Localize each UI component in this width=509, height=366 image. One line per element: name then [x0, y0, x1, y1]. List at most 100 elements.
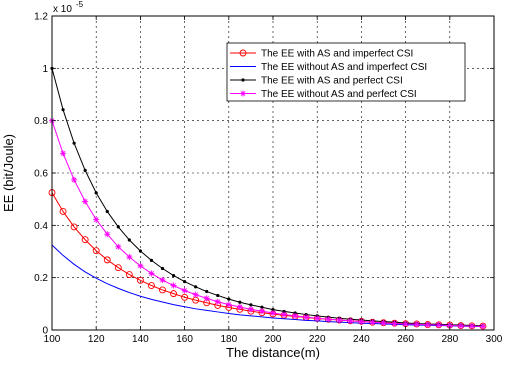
- series-4-point: [468, 323, 475, 330]
- legend-swatch-marker-stroke: [240, 91, 246, 96]
- series-4-point: [126, 253, 133, 260]
- series-4-point: [314, 315, 321, 322]
- series-4-point: [93, 216, 100, 223]
- series-1-point: [147, 282, 155, 289]
- y-tick-label: 0.8: [34, 116, 48, 127]
- series-4-point-stroke: [403, 321, 409, 327]
- series-4-point: [281, 311, 288, 318]
- series-4-point: [402, 320, 409, 327]
- series-1-point: [125, 271, 133, 278]
- series-1-point: [114, 264, 122, 272]
- x-tick-label: 100: [44, 334, 61, 345]
- y-tick-label: 0.4: [34, 221, 48, 232]
- x-tick-label: 280: [441, 334, 458, 345]
- series-4-point: [369, 319, 376, 326]
- legend-box: [226, 42, 466, 102]
- series-4-point-stroke: [281, 312, 287, 317]
- series-4-point-stroke: [458, 323, 464, 329]
- series-3-point: [105, 209, 109, 214]
- series-3-point: [160, 266, 165, 271]
- series-4-point: [170, 282, 177, 289]
- series-3-point: [194, 285, 198, 289]
- series-3-point: [138, 249, 142, 253]
- y-tick-label: 0: [42, 326, 48, 337]
- series-4-point: [358, 318, 365, 325]
- series-4-point: [236, 303, 243, 310]
- series-3-point: [61, 108, 65, 112]
- y-tick-label: 1.2: [34, 12, 48, 23]
- y-multiplier-base: x 10: [53, 4, 72, 15]
- series-3-point: [72, 141, 76, 145]
- series-4-point: [258, 308, 265, 315]
- series-4-point-stroke: [93, 217, 99, 222]
- series-3-point: [183, 279, 187, 284]
- series-4-point-stroke: [248, 306, 254, 312]
- series-3-point: [238, 300, 242, 304]
- x-axis-label: The distance(m): [226, 345, 320, 360]
- series-4-point: [82, 198, 89, 205]
- series-4-point: [457, 322, 464, 329]
- series-4-point: [60, 150, 67, 157]
- x-tick-label: 260: [397, 334, 414, 345]
- series-4-point-stroke: [325, 316, 331, 322]
- series-4-point: [181, 287, 188, 294]
- series-4-point: [292, 312, 299, 319]
- series-3-point: [205, 289, 209, 294]
- series-3-point: [171, 273, 176, 278]
- series-4-point-stroke: [303, 314, 309, 320]
- series-1-point: [170, 290, 178, 298]
- series-4-point-stroke: [336, 317, 342, 323]
- series-4-point-stroke: [314, 315, 320, 321]
- series-4-point: [104, 231, 111, 238]
- series-4-point-stroke: [447, 323, 453, 328]
- legend-entry-label: The EE with AS and imperfect CSI: [261, 49, 413, 60]
- series-4-point-stroke: [215, 299, 221, 305]
- series-3-point: [83, 168, 87, 172]
- series-4-point: [137, 262, 144, 269]
- series-3-point: [227, 297, 231, 301]
- series-4-point: [380, 319, 387, 326]
- series-3-point: [127, 238, 131, 242]
- series-4-point-stroke: [414, 321, 420, 327]
- legend-swatch-marker: [241, 78, 245, 82]
- series-1-point: [136, 276, 144, 284]
- series-4-point-stroke: [104, 231, 110, 237]
- legend-swatch-marker: [239, 49, 247, 57]
- series-4-point: [270, 309, 276, 316]
- series-4-point: [247, 306, 254, 313]
- series-4-point-stroke: [381, 320, 386, 326]
- series-lines: [48, 66, 487, 330]
- x-tick-label: 120: [88, 334, 105, 345]
- series-4-point: [479, 323, 486, 330]
- legend-entry-label: The EE with AS and perfect CSI: [261, 76, 403, 87]
- x-tick-label: 200: [265, 334, 282, 345]
- series-1-point: [181, 293, 189, 301]
- series-4-point: [391, 320, 398, 327]
- x-tick-label: 300: [486, 334, 503, 345]
- legend-swatch-marker: [240, 90, 246, 97]
- series-4-point-stroke: [171, 283, 176, 288]
- series-4-point: [336, 317, 343, 324]
- series-4-point-stroke: [358, 319, 364, 325]
- series-line-3: [51, 68, 483, 327]
- series-1-point: [59, 208, 67, 215]
- series-3-point: [282, 309, 286, 314]
- series-4-point-stroke: [160, 277, 165, 283]
- series-4-point-stroke: [193, 292, 199, 298]
- series-line-4: [51, 120, 483, 327]
- series-4-point: [225, 301, 232, 308]
- series-3-point: [260, 305, 264, 309]
- series-3-point: [271, 307, 275, 312]
- series-4-point: [325, 316, 332, 323]
- series-4-point-stroke: [204, 295, 210, 301]
- series-4-point: [347, 317, 354, 324]
- series-4-point-stroke: [237, 304, 243, 310]
- series-4-point-stroke: [60, 150, 66, 156]
- series-4-point-stroke: [259, 308, 265, 314]
- series-1-point: [92, 247, 100, 255]
- series-4-point-stroke: [71, 177, 77, 183]
- series-4-point: [424, 321, 431, 328]
- series-4-point: [115, 243, 122, 250]
- series-4-point: [435, 322, 442, 329]
